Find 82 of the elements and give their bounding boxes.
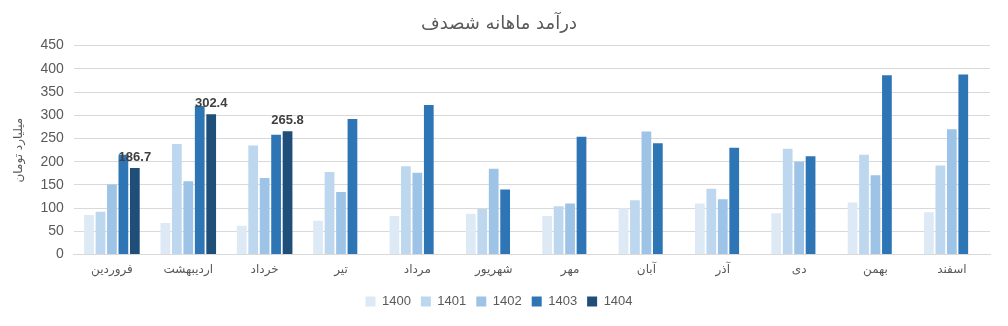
bar — [95, 211, 106, 255]
bar — [870, 175, 881, 255]
data-label: 302.4 — [194, 95, 229, 111]
x-tick-label: دی — [791, 261, 807, 276]
bar — [401, 166, 411, 255]
bar — [882, 75, 892, 255]
bar — [336, 191, 346, 255]
bar — [946, 129, 957, 255]
bar — [565, 203, 575, 255]
y-tick-label: 400 — [40, 59, 64, 76]
bar — [694, 203, 705, 255]
bar — [84, 215, 94, 255]
y-tick-label: 300 — [40, 106, 64, 123]
bar — [717, 199, 728, 255]
bar — [160, 223, 171, 255]
bar — [194, 105, 205, 255]
bar — [641, 131, 652, 255]
y-tick-label: 200 — [40, 152, 64, 169]
bar — [183, 181, 194, 255]
bar — [771, 213, 782, 255]
x-tick-label: آذر — [714, 260, 731, 277]
bar — [924, 212, 934, 255]
bar — [488, 168, 499, 255]
x-tick-label: خرداد — [250, 261, 279, 277]
x-tick-label: مهر — [559, 261, 580, 277]
legend-label: 1400 — [381, 293, 411, 309]
bar — [271, 134, 281, 255]
x-tick-label: اسفند — [937, 261, 967, 276]
bar — [958, 74, 969, 255]
legend-label: 1403 — [548, 293, 578, 309]
bar — [729, 147, 740, 255]
bar — [282, 131, 293, 255]
y-tick-label: 100 — [40, 199, 64, 216]
x-tick-label: تیر — [333, 261, 348, 277]
bar — [324, 171, 335, 255]
bar — [805, 156, 816, 255]
bar — [576, 136, 587, 255]
bar — [500, 189, 511, 255]
data-label: 186.7 — [118, 148, 152, 164]
legend-label: 1401 — [437, 293, 467, 309]
bar — [706, 188, 717, 255]
y-axis-title: میلیارد تومان — [11, 117, 27, 183]
bar — [782, 148, 793, 255]
bar — [236, 225, 247, 255]
bar — [794, 161, 804, 255]
bar — [171, 144, 182, 255]
bar — [389, 216, 400, 255]
bar — [206, 114, 217, 255]
x-tick-label: شهریور — [473, 261, 513, 277]
bar — [248, 145, 259, 255]
bar — [347, 118, 358, 255]
x-tick-label: اردیبهشت — [163, 261, 214, 277]
x-tick-label: فروردین — [91, 261, 133, 277]
y-tick-label: 450 — [40, 36, 64, 53]
y-tick-label: 250 — [40, 129, 64, 146]
bar — [465, 213, 476, 255]
bar — [553, 206, 564, 255]
bar — [542, 216, 553, 255]
bar — [129, 167, 140, 255]
bar — [859, 154, 869, 255]
bar — [313, 220, 323, 255]
bar — [618, 208, 629, 255]
data-label: 265.8 — [271, 112, 304, 128]
y-tick-label: 350 — [40, 82, 64, 99]
bar — [259, 177, 270, 255]
chart-title: درآمد ماهانه شصدف — [421, 11, 577, 34]
legend-label: 1402 — [492, 293, 522, 309]
bar — [477, 209, 488, 255]
y-tick-label: 150 — [40, 175, 64, 192]
x-tick-label: مرداد — [403, 261, 431, 277]
x-tick-label: بهمن — [862, 261, 888, 277]
legend-label: 1404 — [603, 293, 633, 309]
bar — [630, 200, 640, 255]
bar — [935, 165, 946, 255]
bar — [847, 202, 858, 255]
y-tick-label: 50 — [48, 222, 64, 239]
bar — [412, 172, 423, 255]
y-tick-label: 0 — [55, 245, 64, 262]
bar — [107, 184, 117, 255]
bar — [423, 105, 434, 255]
x-tick-label: آبان — [636, 260, 657, 276]
bar — [653, 143, 663, 255]
